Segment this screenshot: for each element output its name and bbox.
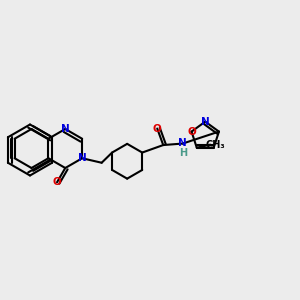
- Text: N: N: [178, 138, 187, 148]
- Text: O: O: [187, 127, 196, 136]
- Text: N: N: [61, 124, 70, 134]
- Text: CH₃: CH₃: [206, 140, 226, 150]
- Text: O: O: [52, 177, 62, 187]
- Text: N: N: [201, 117, 210, 127]
- Text: N: N: [78, 153, 86, 163]
- Text: H: H: [179, 148, 187, 158]
- Text: O: O: [153, 124, 162, 134]
